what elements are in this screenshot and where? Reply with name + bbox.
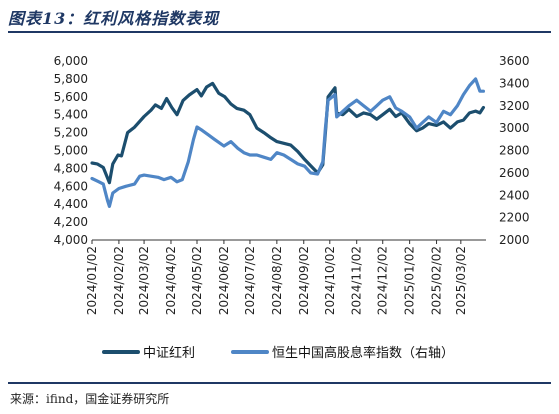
left-tick-label: 5,200 <box>54 126 88 140</box>
left-tick-label: 4,800 <box>54 161 88 175</box>
x-tick-label: 2024/03/02 <box>137 246 151 315</box>
left-tick-label: 4,000 <box>54 233 88 247</box>
right-tick-label: 2200 <box>499 211 530 225</box>
left-tick-label: 5,000 <box>54 144 88 158</box>
left-tick-label: 6,000 <box>54 54 88 68</box>
legend-label: 中证红利 <box>143 345 195 361</box>
left-tick-label: 5,400 <box>54 108 88 122</box>
left-tick-label: 5,600 <box>54 90 88 104</box>
x-tick-label: 2024/01/02 <box>85 246 99 315</box>
right-axis-ticks: 2000 2200 2400 2600 2800 3000 3200 3400 3600 <box>499 54 530 247</box>
x-tick-label: 2025/01/02 <box>403 246 417 315</box>
right-tick-label: 2000 <box>499 233 530 247</box>
series-line-csi-dividend <box>90 81 485 185</box>
left-axis-ticks: 4,000 4,200 4,400 4,600 4,800 5,000 5,200 5,400… <box>54 54 88 247</box>
right-tick-label: 2400 <box>499 188 530 202</box>
right-tick-label: 2800 <box>499 144 530 158</box>
right-tick-label: 3600 <box>499 54 530 68</box>
source-note: 来源：ifind，国金证券研究所 <box>10 392 170 406</box>
x-tick-label: 2024/08/02 <box>270 246 284 315</box>
left-tick-label: 5,800 <box>54 72 88 86</box>
figure-title: 图表13：红利风格指数表现 <box>8 9 220 28</box>
legend: 中证红利 恒生中国高股息率指数（右轴） <box>102 345 454 361</box>
x-tick-label: 2024/06/02 <box>217 246 231 315</box>
x-tick-label: 2024/10/02 <box>323 246 337 315</box>
right-tick-label: 3000 <box>499 121 530 135</box>
x-tick-label: 2025/03/02 <box>454 246 468 315</box>
x-tick-label: 2024/05/02 <box>190 246 204 315</box>
series-line-hang-seng-high-dividend <box>90 77 485 208</box>
right-tick-label: 3200 <box>499 99 530 113</box>
left-tick-label: 4,200 <box>54 215 88 229</box>
x-tick-label: 2025/02/02 <box>430 246 444 315</box>
right-tick-label: 3400 <box>499 76 530 90</box>
left-tick-label: 4,400 <box>54 197 88 211</box>
right-tick-label: 2600 <box>499 166 530 180</box>
x-axis-ticks: 2024/01/02 2024/02/02 2024/03/02 2024/04/02… <box>85 240 468 315</box>
source-rule <box>8 382 551 384</box>
x-tick-label: 2024/11/02 <box>350 246 364 315</box>
x-tick-label: 2024/04/02 <box>164 246 178 315</box>
title-rule <box>8 31 551 33</box>
x-tick-label: 2024/07/02 <box>243 246 257 315</box>
x-tick-label: 2024/09/02 <box>297 246 311 315</box>
series-lines <box>90 77 485 208</box>
x-tick-label: 2024/12/02 <box>376 246 390 315</box>
left-tick-label: 4,600 <box>54 179 88 193</box>
legend-label: 恒生中国高股息率指数（右轴） <box>272 345 454 361</box>
x-tick-label: 2024/02/02 <box>112 246 126 315</box>
